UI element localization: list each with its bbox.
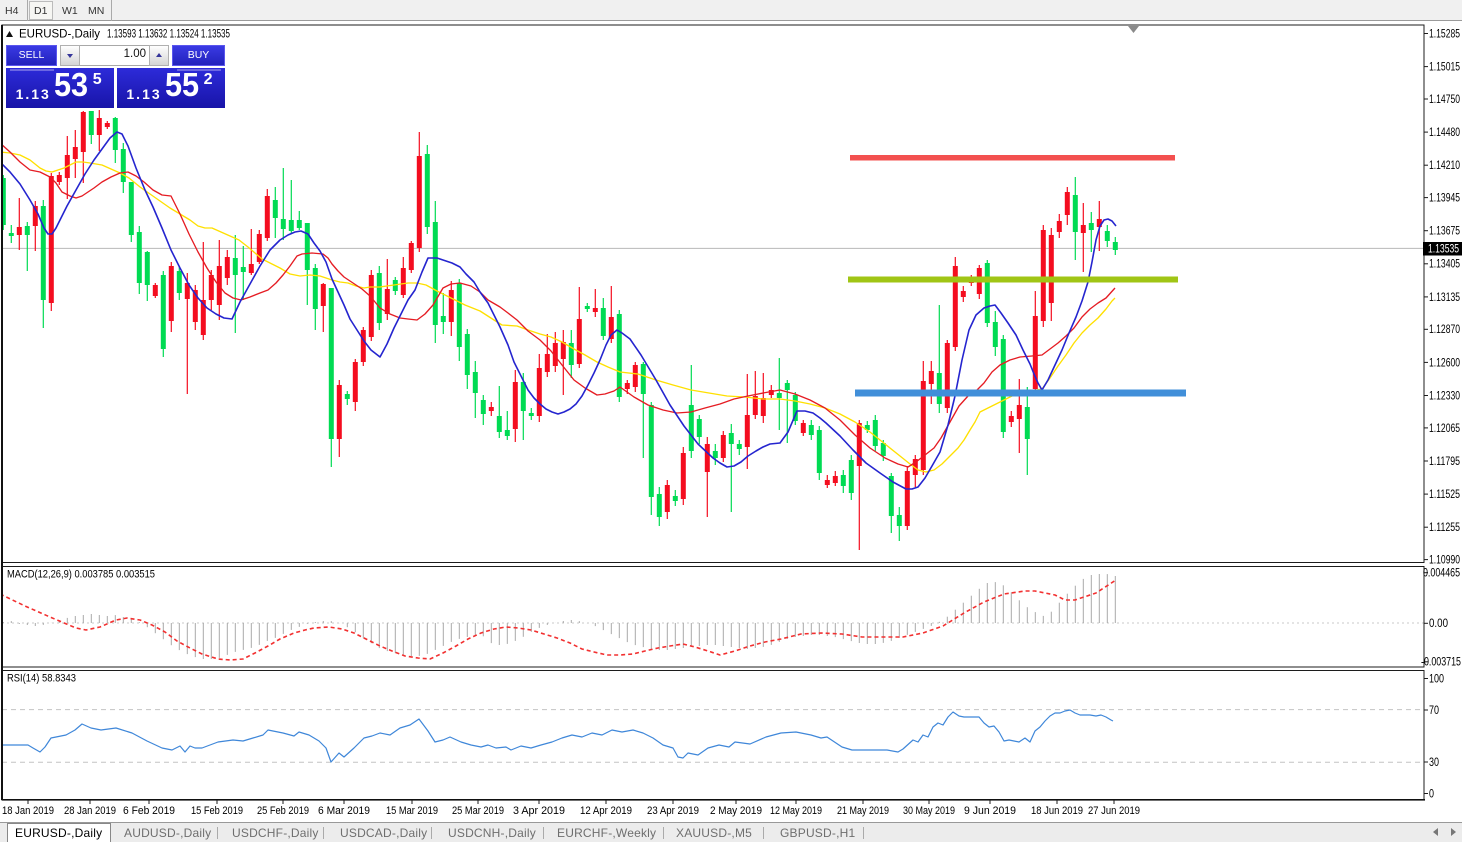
svg-text:15 Feb 2019: 15 Feb 2019 <box>191 805 243 817</box>
svg-text:30: 30 <box>1429 757 1439 769</box>
svg-text:18 Jan 2019: 18 Jan 2019 <box>2 805 54 817</box>
svg-text:1.14750: 1.14750 <box>1429 94 1460 106</box>
svg-text:1.13535: 1.13535 <box>1428 244 1459 256</box>
svg-text:25 Mar 2019: 25 Mar 2019 <box>452 805 504 817</box>
svg-text:1.12600: 1.12600 <box>1429 357 1460 369</box>
svg-text:1.15285: 1.15285 <box>1429 28 1460 40</box>
svg-text:28 Jan 2019: 28 Jan 2019 <box>64 805 116 817</box>
svg-text:70: 70 <box>1429 705 1439 717</box>
svg-text:1.13945: 1.13945 <box>1429 193 1460 205</box>
svg-text:1.14210: 1.14210 <box>1429 160 1460 172</box>
svg-text:0: 0 <box>1429 788 1434 800</box>
svg-text:1.12330: 1.12330 <box>1429 390 1460 402</box>
svg-text:EURUSD-,Daily: EURUSD-,Daily <box>19 27 100 41</box>
svg-text:12 Apr 2019: 12 Apr 2019 <box>580 805 632 817</box>
svg-text:15 Mar 2019: 15 Mar 2019 <box>386 805 438 817</box>
svg-text:0.004465: 0.004465 <box>1423 568 1460 580</box>
svg-text:2 May 2019: 2 May 2019 <box>710 805 762 817</box>
svg-text:9 Jun 2019: 9 Jun 2019 <box>964 805 1016 817</box>
svg-text:MACD(12,26,9) 0.003785 0.00351: MACD(12,26,9) 0.003785 0.003515 <box>7 568 155 580</box>
svg-text:21 May 2019: 21 May 2019 <box>837 805 889 817</box>
svg-text:1.14480: 1.14480 <box>1429 127 1460 139</box>
svg-text:6 Feb 2019: 6 Feb 2019 <box>123 805 175 817</box>
svg-text:6 Mar 2019: 6 Mar 2019 <box>318 805 370 817</box>
svg-text:23 Apr 2019: 23 Apr 2019 <box>647 805 699 817</box>
svg-text:-0.003715: -0.003715 <box>1421 657 1461 669</box>
svg-text:0.00: 0.00 <box>1429 618 1448 630</box>
svg-text:1.13675: 1.13675 <box>1429 226 1460 238</box>
svg-text:1.12870: 1.12870 <box>1429 324 1460 336</box>
svg-text:1.10990: 1.10990 <box>1429 555 1460 567</box>
svg-text:1.13593 1.13632 1.13524 1.1353: 1.13593 1.13632 1.13524 1.13535 <box>107 29 230 41</box>
svg-text:30 May 2019: 30 May 2019 <box>903 805 955 817</box>
svg-text:100: 100 <box>1429 673 1444 685</box>
svg-text:12 May 2019: 12 May 2019 <box>770 805 822 817</box>
svg-text:1.11525: 1.11525 <box>1429 489 1460 501</box>
svg-text:27 Jun 2019: 27 Jun 2019 <box>1088 805 1140 817</box>
svg-text:1.13135: 1.13135 <box>1429 292 1460 304</box>
svg-text:RSI(14) 58.8343: RSI(14) 58.8343 <box>7 672 76 684</box>
svg-text:1.15015: 1.15015 <box>1429 62 1460 74</box>
svg-text:1.11795: 1.11795 <box>1429 456 1460 468</box>
svg-text:3 Apr 2019: 3 Apr 2019 <box>513 805 565 817</box>
svg-text:18 Jun 2019: 18 Jun 2019 <box>1031 805 1083 817</box>
svg-text:1.11255: 1.11255 <box>1429 522 1460 534</box>
svg-text:25 Feb 2019: 25 Feb 2019 <box>257 805 309 817</box>
svg-text:1.13405: 1.13405 <box>1429 259 1460 271</box>
svg-text:1.12065: 1.12065 <box>1429 423 1460 435</box>
